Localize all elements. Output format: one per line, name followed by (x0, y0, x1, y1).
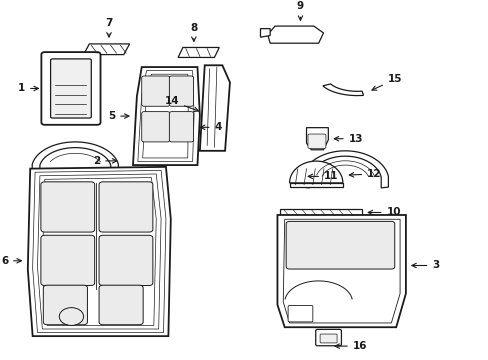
Text: 7: 7 (105, 18, 112, 37)
FancyBboxPatch shape (99, 285, 143, 325)
Text: 13: 13 (334, 134, 363, 144)
Polygon shape (83, 44, 129, 55)
FancyBboxPatch shape (43, 285, 87, 325)
Polygon shape (260, 29, 269, 37)
Text: 8: 8 (190, 23, 197, 41)
Text: 9: 9 (296, 1, 304, 20)
Polygon shape (178, 48, 219, 58)
FancyBboxPatch shape (99, 235, 153, 285)
FancyBboxPatch shape (99, 182, 153, 232)
Polygon shape (306, 128, 327, 150)
FancyBboxPatch shape (169, 112, 193, 142)
FancyBboxPatch shape (169, 76, 193, 106)
Polygon shape (277, 215, 405, 327)
FancyBboxPatch shape (287, 306, 312, 322)
Polygon shape (322, 84, 363, 96)
Text: 1: 1 (18, 84, 38, 94)
FancyBboxPatch shape (41, 235, 95, 285)
FancyBboxPatch shape (285, 221, 394, 269)
FancyBboxPatch shape (320, 334, 336, 343)
FancyBboxPatch shape (41, 52, 101, 125)
Polygon shape (133, 67, 200, 165)
Polygon shape (279, 208, 362, 216)
Polygon shape (175, 115, 195, 139)
Text: 16: 16 (334, 341, 366, 351)
FancyBboxPatch shape (50, 59, 91, 118)
Text: 14: 14 (164, 96, 198, 112)
Polygon shape (302, 151, 387, 188)
Circle shape (59, 308, 83, 325)
FancyBboxPatch shape (41, 182, 95, 232)
Text: 15: 15 (371, 74, 402, 90)
Text: 6: 6 (1, 256, 21, 266)
Polygon shape (289, 161, 342, 183)
Polygon shape (32, 142, 118, 180)
Polygon shape (200, 65, 229, 151)
Polygon shape (28, 167, 170, 336)
FancyBboxPatch shape (142, 76, 169, 106)
FancyBboxPatch shape (315, 329, 341, 346)
FancyBboxPatch shape (142, 112, 169, 142)
FancyBboxPatch shape (307, 134, 325, 148)
Text: 12: 12 (348, 169, 381, 179)
Text: 2: 2 (93, 156, 117, 166)
Text: 11: 11 (307, 171, 338, 181)
Text: 4: 4 (200, 122, 222, 132)
FancyBboxPatch shape (289, 183, 342, 187)
Polygon shape (267, 26, 323, 43)
Text: 5: 5 (108, 111, 129, 121)
Text: 3: 3 (411, 261, 439, 270)
Text: 10: 10 (367, 207, 400, 217)
FancyBboxPatch shape (177, 123, 192, 138)
